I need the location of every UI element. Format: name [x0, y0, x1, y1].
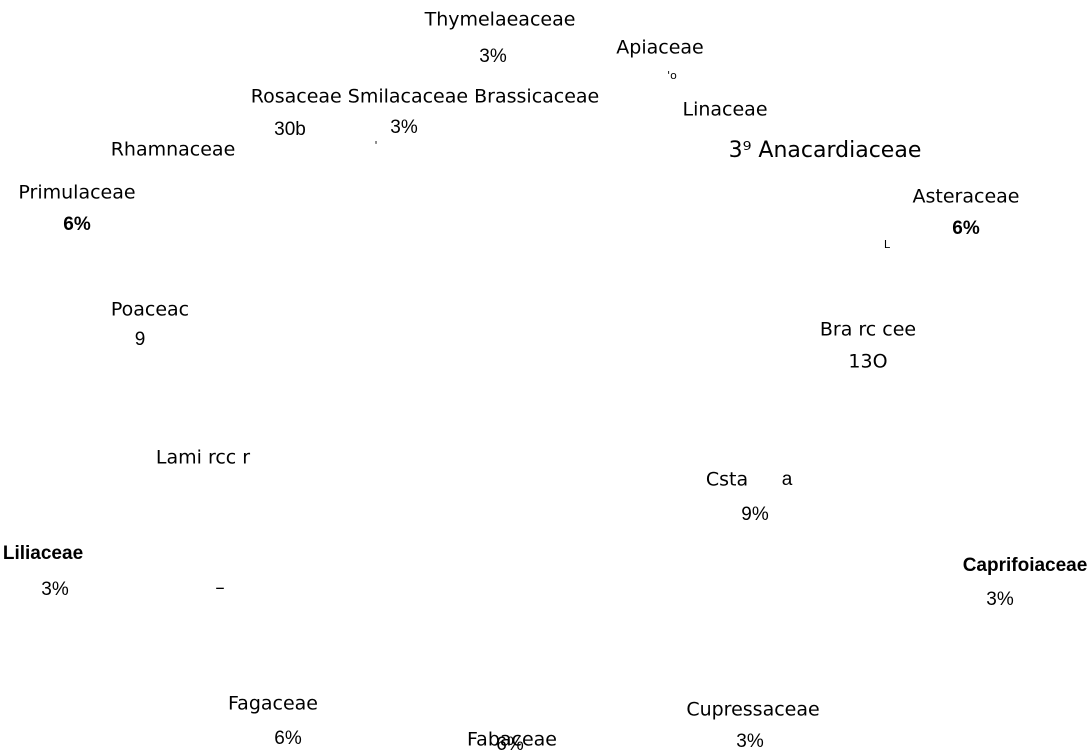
label: Asteraceae — [913, 186, 1020, 208]
label: Fabaceae — [467, 729, 557, 751]
label: Cupressaceae — [686, 699, 819, 721]
label: Bra rc cee — [820, 319, 916, 341]
label: 6% — [952, 218, 980, 239]
label: L — [884, 238, 891, 251]
label: 6% — [274, 728, 302, 749]
label: 'o — [667, 69, 677, 82]
label: 3⁹ Anacardiaceae — [729, 138, 922, 163]
label: ' — [374, 139, 377, 152]
label: Rhamnaceae — [111, 139, 236, 161]
label: 30b — [274, 119, 306, 140]
label: 3% — [736, 731, 764, 752]
label: 13O — [848, 351, 887, 373]
label: Linaceae — [682, 99, 767, 121]
label: – — [215, 577, 225, 599]
label: Poaceac — [111, 299, 189, 321]
label: 9% — [741, 504, 769, 525]
label: 3% — [41, 579, 69, 600]
label: Rosaceae Smilacaceae Brassicaceae — [251, 86, 600, 108]
label: 9 — [135, 329, 146, 350]
label: Csta — [706, 469, 748, 491]
label: Thymelaeaceae — [424, 9, 576, 31]
label: Liliaceae — [3, 543, 83, 564]
label: 6% — [63, 214, 91, 235]
label: Primulaceae — [18, 182, 135, 204]
label: 3% — [390, 117, 418, 138]
label: Lami rcc r — [156, 447, 250, 469]
label: Caprifoiaceae — [963, 555, 1088, 576]
label: 3% — [479, 46, 507, 67]
label: Fagaceae — [228, 693, 318, 715]
label: 3% — [986, 589, 1014, 610]
label: 6% — [496, 734, 524, 753]
label: a — [782, 469, 793, 490]
label: Apiaceae — [616, 37, 703, 59]
